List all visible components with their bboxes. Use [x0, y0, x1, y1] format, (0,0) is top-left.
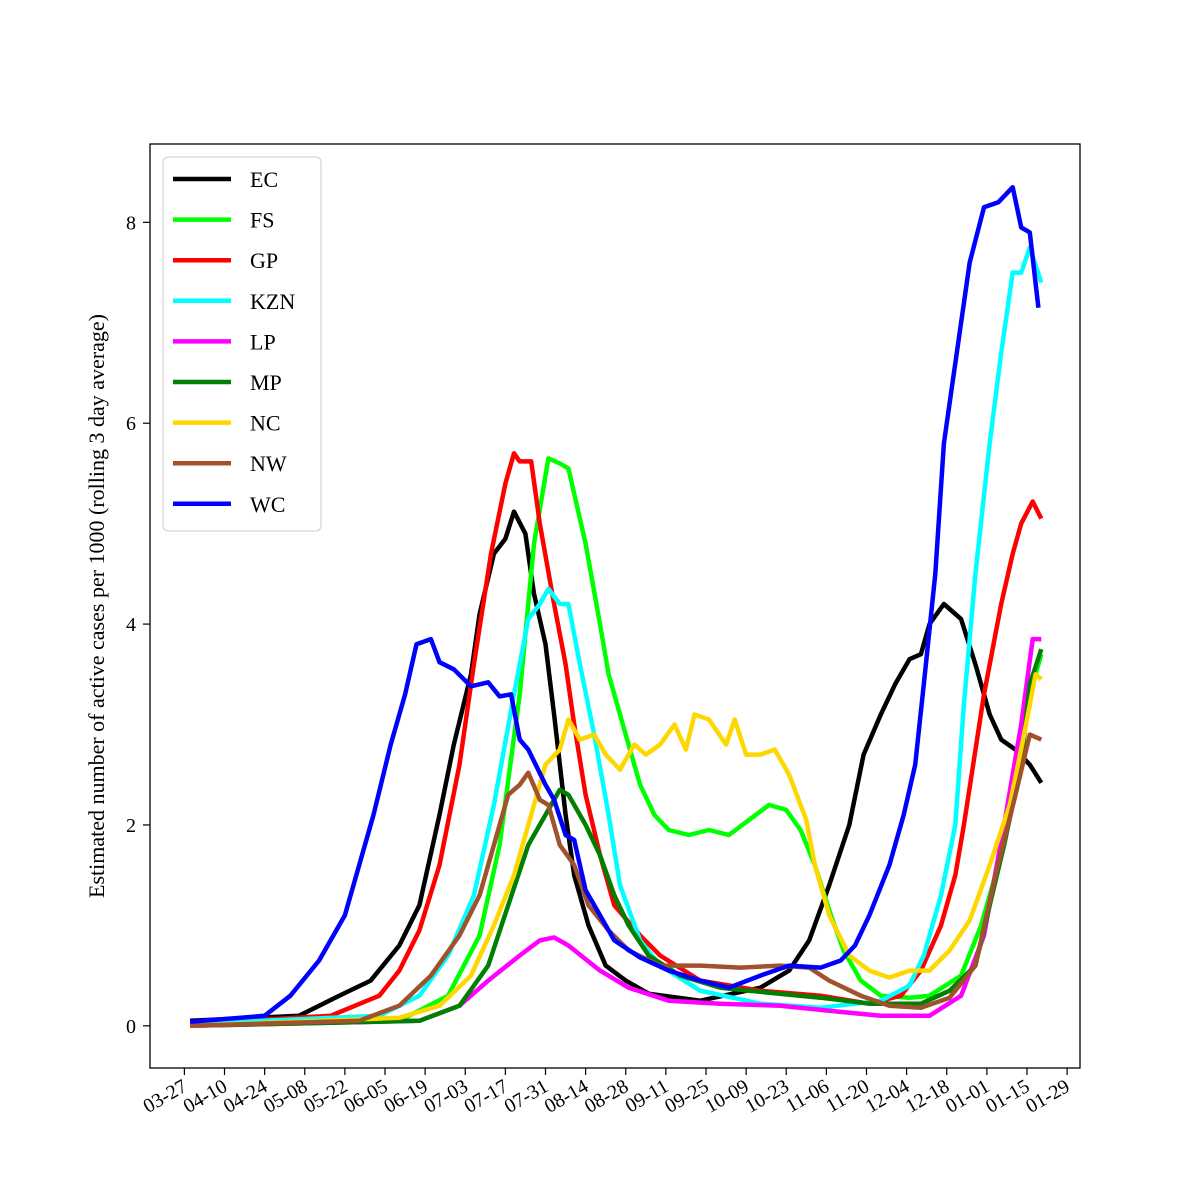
y-tick-label: 2 [126, 815, 136, 837]
series-line-fs [190, 456, 1044, 1028]
plot-frame [149, 143, 1081, 1069]
legend-label-gp: GP [250, 248, 278, 273]
y-axis: 0 2 4 6 8 [126, 212, 150, 1038]
y-tick-label: 0 [126, 1016, 136, 1038]
y-axis-label: Estimated number of active cases per 100… [84, 314, 109, 898]
y-tick-label: 6 [126, 413, 136, 435]
legend-label-nw: NW [250, 451, 287, 476]
y-tick-label: 8 [126, 212, 136, 234]
legend-label-lp: LP [250, 329, 276, 354]
legend-label-kzn: KZN [250, 289, 295, 314]
legend-label-ec: EC [250, 167, 278, 192]
series-line-ec [189, 509, 1044, 1024]
legend-label-nc: NC [250, 411, 281, 436]
series-lines [189, 184, 1044, 1029]
legend-box [162, 156, 322, 532]
series-line-nw [190, 732, 1043, 1029]
y-tick-label: 4 [126, 614, 136, 636]
series-line-kzn [190, 245, 1044, 1027]
legend-label-fs: FS [250, 208, 274, 233]
series-line-wc [189, 184, 1041, 1025]
legend: EC FS GP KZN LP MP NC NW WC [162, 156, 322, 532]
legend-label-wc: WC [250, 492, 285, 517]
legend-label-mp: MP [250, 370, 282, 395]
